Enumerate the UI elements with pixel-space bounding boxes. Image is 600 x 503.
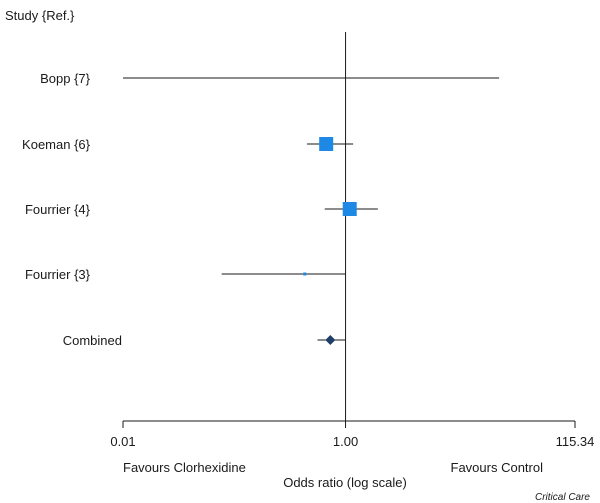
combined-diamond xyxy=(325,335,336,345)
point-estimate-box xyxy=(342,202,357,216)
point-estimate-box xyxy=(303,272,307,276)
favours-left-label: Favours Clorhexidine xyxy=(123,460,246,475)
study-label: Koeman {6} xyxy=(22,137,91,152)
x-tick-label: 0.01 xyxy=(110,434,135,449)
combined-label: Combined xyxy=(63,333,122,348)
point-estimate-box xyxy=(319,137,334,151)
x-axis: 0.01 1.00 115.34 xyxy=(110,32,594,449)
source-label: Critical Care xyxy=(535,492,590,503)
chart-labels: Study {Ref.} Bopp {7} Koeman {6} Fourrier {… xyxy=(5,8,590,503)
x-tick-label: 115.34 xyxy=(556,434,595,449)
favours-right-label: Favours Control xyxy=(451,460,544,475)
study-label: Bopp {7} xyxy=(40,71,91,86)
x-axis-title: Odds ratio (log scale) xyxy=(283,475,407,490)
study-label: Fourrier {3} xyxy=(25,267,91,282)
x-tick-label: 1.00 xyxy=(333,434,358,449)
study-rows xyxy=(123,77,500,345)
column-header: Study {Ref.} xyxy=(5,8,75,23)
study-label: Fourrier {4} xyxy=(25,202,91,217)
